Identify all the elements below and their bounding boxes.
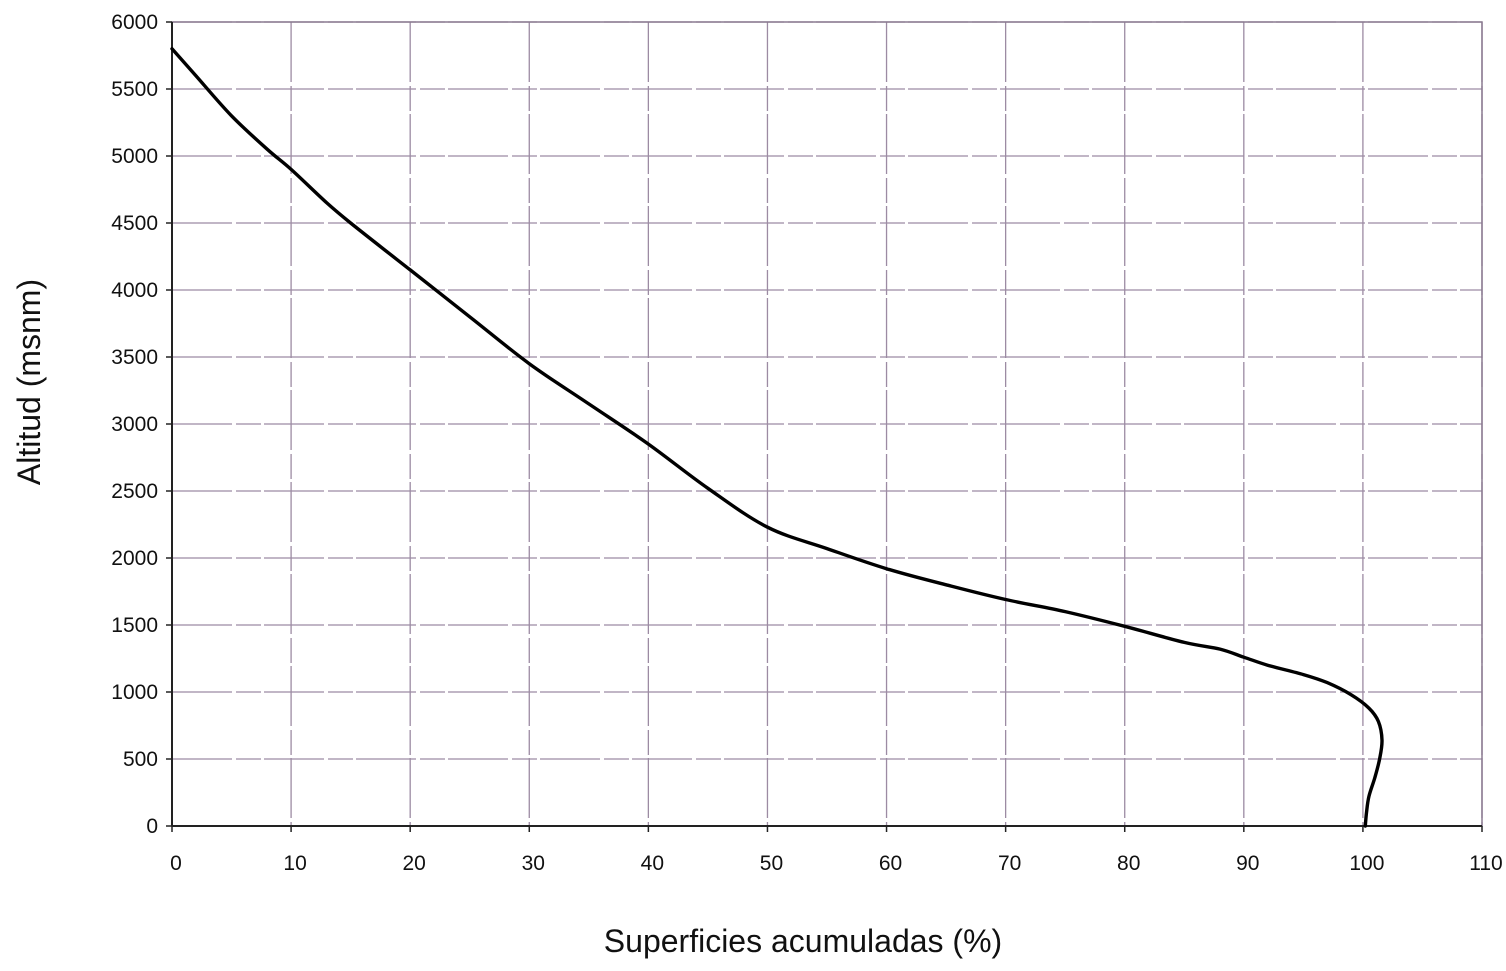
hypsometric-curve-line: [170, 47, 1384, 828]
y-axis-title: Altitud (msnm): [11, 279, 47, 485]
x-tick-label: 80: [1117, 852, 1140, 875]
x-tick-label: 0: [170, 852, 182, 875]
y-tick-label: 3500: [111, 346, 158, 369]
grid-lines: [172, 21, 1483, 826]
x-tick-label: 100: [1349, 852, 1384, 875]
y-tick-label: 4000: [111, 279, 158, 302]
y-tick-label: 4500: [111, 212, 158, 235]
x-tick-label: 40: [641, 852, 664, 875]
x-tick-label: 110: [1469, 852, 1502, 875]
x-tick-label: 90: [1236, 852, 1259, 875]
x-tick-label: 70: [998, 852, 1021, 875]
axes: [166, 21, 1483, 832]
x-tick-label: 50: [760, 852, 783, 875]
x-tick-label: 10: [283, 852, 306, 875]
x-tick-label: 20: [403, 852, 426, 875]
y-tick-label: 1500: [111, 614, 158, 637]
y-tick-label: 2500: [111, 480, 158, 503]
y-tick-label: 6000: [111, 11, 158, 34]
y-tick-label: 1000: [111, 681, 158, 704]
y-tick-label: 2000: [111, 547, 158, 570]
y-axis-tick-labels: 0 500 1000 1500 2000 2500 3000 3500 4000 4500 5000…: [111, 11, 158, 838]
y-tick-label: 5000: [111, 145, 158, 168]
y-tick-label: 5500: [111, 78, 158, 101]
series-group: [170, 47, 1384, 828]
x-tick-label: 60: [879, 852, 902, 875]
x-axis-title: Superficies acumuladas (%): [604, 923, 1002, 959]
y-tick-label: 0: [146, 815, 158, 838]
x-tick-label: 30: [522, 852, 545, 875]
y-tick-label: 500: [123, 748, 158, 771]
x-axis-tick-labels: 0 10 20 30 40 50 60 70 80 90 100 110: [170, 852, 1503, 875]
y-tick-label: 3000: [111, 413, 158, 436]
